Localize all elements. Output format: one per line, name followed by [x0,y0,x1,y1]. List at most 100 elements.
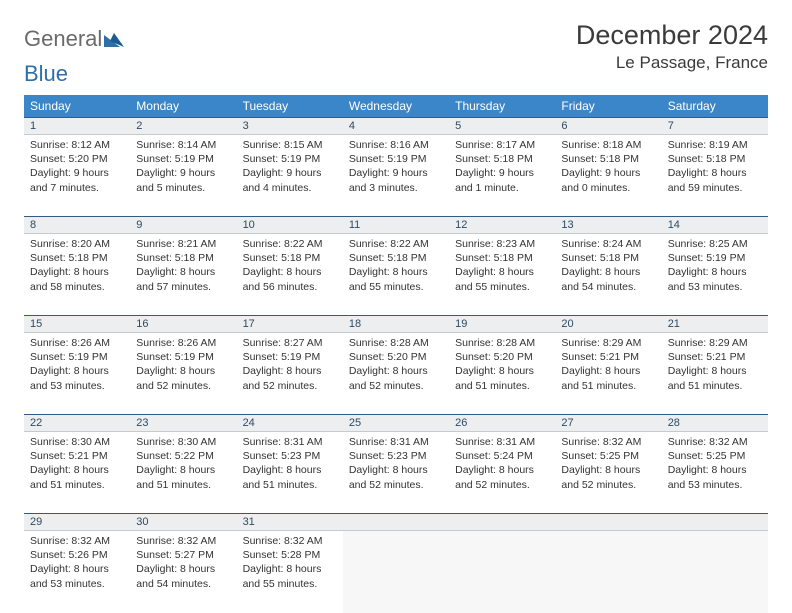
day-content: Sunrise: 8:25 AMSunset: 5:19 PMDaylight:… [662,234,768,300]
day-content: Sunrise: 8:28 AMSunset: 5:20 PMDaylight:… [449,333,555,399]
sunrise-text: Sunrise: 8:30 AM [30,435,124,449]
sunrise-text: Sunrise: 8:24 AM [561,237,655,251]
daylight-text-1: Daylight: 9 hours [136,166,230,180]
day-content: Sunrise: 8:26 AMSunset: 5:19 PMDaylight:… [130,333,236,399]
sunrise-text: Sunrise: 8:15 AM [243,138,337,152]
daylight-text-1: Daylight: 8 hours [668,463,762,477]
weekday-header: Wednesday [343,95,449,118]
sunset-text: Sunset: 5:27 PM [136,548,230,562]
daycontent-row: Sunrise: 8:26 AMSunset: 5:19 PMDaylight:… [24,333,768,415]
day-content: Sunrise: 8:18 AMSunset: 5:18 PMDaylight:… [555,135,661,201]
empty-cell [449,531,555,613]
sunrise-text: Sunrise: 8:32 AM [243,534,337,548]
sunset-text: Sunset: 5:28 PM [243,548,337,562]
daylight-text-2: and 4 minutes. [243,181,337,195]
daynum-row: 22232425262728 [24,415,768,432]
day-content: Sunrise: 8:12 AMSunset: 5:20 PMDaylight:… [24,135,130,201]
sunset-text: Sunset: 5:18 PM [349,251,443,265]
daylight-text-2: and 53 minutes. [668,280,762,294]
daylight-text-2: and 51 minutes. [243,478,337,492]
day-number: 26 [449,415,555,431]
sunrise-text: Sunrise: 8:14 AM [136,138,230,152]
daylight-text-2: and 51 minutes. [136,478,230,492]
sunrise-text: Sunrise: 8:27 AM [243,336,337,350]
day-number: 24 [237,415,343,431]
daylight-text-2: and 55 minutes. [349,280,443,294]
weekday-header-row: Sunday Monday Tuesday Wednesday Thursday… [24,95,768,118]
daycontent-row: Sunrise: 8:12 AMSunset: 5:20 PMDaylight:… [24,135,768,217]
sunrise-text: Sunrise: 8:21 AM [136,237,230,251]
daylight-text-2: and 55 minutes. [243,577,337,591]
daylight-text-2: and 54 minutes. [561,280,655,294]
daylight-text-1: Daylight: 8 hours [30,265,124,279]
day-content: Sunrise: 8:29 AMSunset: 5:21 PMDaylight:… [555,333,661,399]
day-number-empty [555,514,661,530]
weekday-header: Saturday [662,95,768,118]
daycontent-row: Sunrise: 8:30 AMSunset: 5:21 PMDaylight:… [24,432,768,514]
day-number: 25 [343,415,449,431]
sunrise-text: Sunrise: 8:25 AM [668,237,762,251]
daylight-text-1: Daylight: 8 hours [136,265,230,279]
daylight-text-1: Daylight: 8 hours [30,562,124,576]
daylight-text-1: Daylight: 8 hours [136,562,230,576]
daylight-text-1: Daylight: 8 hours [243,265,337,279]
sunrise-text: Sunrise: 8:26 AM [30,336,124,350]
daycontent-row: Sunrise: 8:32 AMSunset: 5:26 PMDaylight:… [24,531,768,613]
daylight-text-1: Daylight: 8 hours [30,463,124,477]
sunrise-text: Sunrise: 8:20 AM [30,237,124,251]
sunset-text: Sunset: 5:19 PM [136,152,230,166]
sunrise-text: Sunrise: 8:32 AM [30,534,124,548]
day-content: Sunrise: 8:20 AMSunset: 5:18 PMDaylight:… [24,234,130,300]
daylight-text-1: Daylight: 8 hours [136,364,230,378]
daylight-text-2: and 53 minutes. [30,379,124,393]
day-number: 5 [449,118,555,134]
sunrise-text: Sunrise: 8:18 AM [561,138,655,152]
daylight-text-1: Daylight: 9 hours [455,166,549,180]
daylight-text-1: Daylight: 8 hours [455,364,549,378]
daylight-text-2: and 52 minutes. [136,379,230,393]
day-number: 10 [237,217,343,233]
sunset-text: Sunset: 5:18 PM [243,251,337,265]
daylight-text-2: and 1 minute. [455,181,549,195]
sunrise-text: Sunrise: 8:26 AM [136,336,230,350]
day-content: Sunrise: 8:16 AMSunset: 5:19 PMDaylight:… [343,135,449,201]
daylight-text-1: Daylight: 8 hours [561,463,655,477]
sunset-text: Sunset: 5:22 PM [136,449,230,463]
daylight-text-1: Daylight: 8 hours [455,463,549,477]
day-content: Sunrise: 8:15 AMSunset: 5:19 PMDaylight:… [237,135,343,201]
daylight-text-1: Daylight: 8 hours [668,364,762,378]
daylight-text-2: and 52 minutes. [349,379,443,393]
daylight-text-2: and 5 minutes. [136,181,230,195]
day-number-empty [449,514,555,530]
daynum-row: 15161718192021 [24,316,768,333]
sunrise-text: Sunrise: 8:23 AM [455,237,549,251]
weekday-header: Sunday [24,95,130,118]
day-number-empty [343,514,449,530]
day-number-empty [662,514,768,530]
sunrise-text: Sunrise: 8:19 AM [668,138,762,152]
sunset-text: Sunset: 5:25 PM [668,449,762,463]
sunset-text: Sunset: 5:20 PM [455,350,549,364]
day-content: Sunrise: 8:30 AMSunset: 5:21 PMDaylight:… [24,432,130,498]
daylight-text-1: Daylight: 8 hours [349,463,443,477]
day-number: 27 [555,415,661,431]
sunrise-text: Sunrise: 8:32 AM [668,435,762,449]
day-number: 20 [555,316,661,332]
daylight-text-2: and 57 minutes. [136,280,230,294]
day-content: Sunrise: 8:23 AMSunset: 5:18 PMDaylight:… [449,234,555,300]
sunrise-text: Sunrise: 8:17 AM [455,138,549,152]
sunset-text: Sunset: 5:18 PM [30,251,124,265]
daynum-row: 293031 [24,514,768,531]
daylight-text-1: Daylight: 8 hours [561,265,655,279]
weekday-header: Friday [555,95,661,118]
sunrise-text: Sunrise: 8:28 AM [349,336,443,350]
day-number: 1 [24,118,130,134]
sunset-text: Sunset: 5:19 PM [136,350,230,364]
daynum-row: 891011121314 [24,217,768,234]
sunset-text: Sunset: 5:19 PM [668,251,762,265]
month-title: December 2024 [576,20,768,51]
daylight-text-1: Daylight: 8 hours [136,463,230,477]
day-content: Sunrise: 8:32 AMSunset: 5:28 PMDaylight:… [237,531,343,597]
day-content: Sunrise: 8:22 AMSunset: 5:18 PMDaylight:… [343,234,449,300]
sunset-text: Sunset: 5:20 PM [30,152,124,166]
